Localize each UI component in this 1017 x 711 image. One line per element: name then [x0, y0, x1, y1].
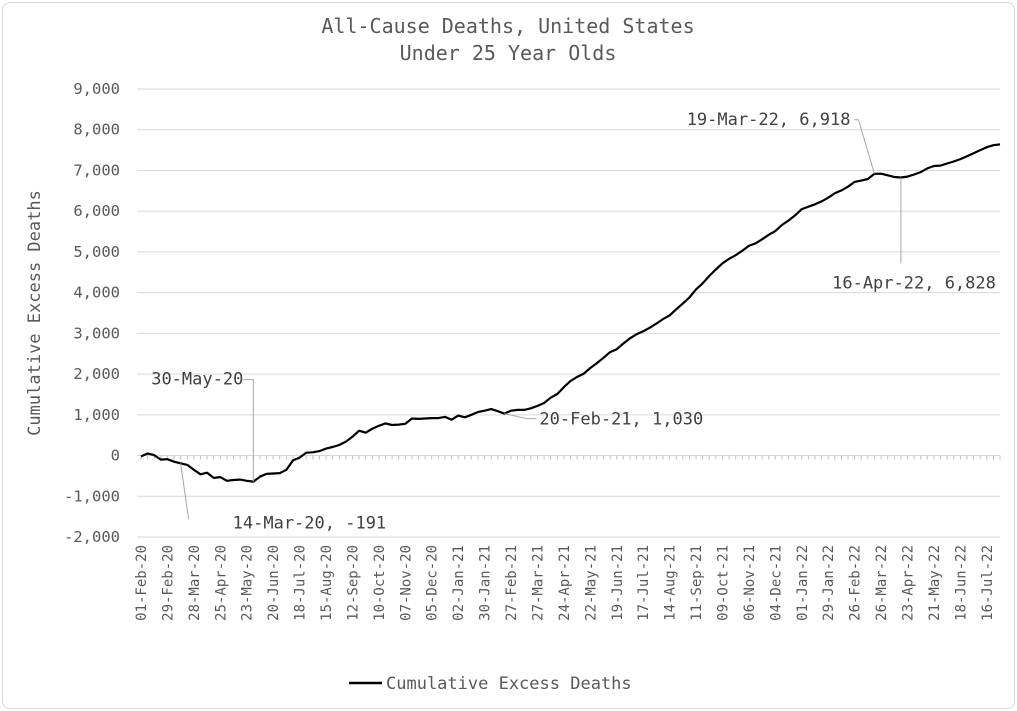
annotation-label: 20-Feb-21, 1,030	[539, 410, 703, 430]
gridlines	[137, 88, 1000, 538]
y-tick-label: 6,000	[73, 202, 120, 220]
y-tick-label: 4,000	[73, 284, 120, 302]
y-tick-label: -2,000	[64, 528, 120, 546]
x-tick-label: 19-Jun-21	[610, 545, 626, 621]
chart-title: All-Cause Deaths, United States	[321, 14, 694, 38]
x-tick-label: 06-Nov-21	[742, 545, 758, 621]
y-tick-label: 5,000	[73, 243, 120, 261]
chart-subtitle: Under 25 Year Olds	[400, 41, 617, 65]
y-tick-label: 1,000	[73, 406, 120, 424]
y-tick-label: 3,000	[73, 324, 120, 342]
y-tick-label: -1,000	[64, 487, 120, 505]
x-tick-label: 01-Feb-20	[134, 545, 150, 621]
legend-label: Cumulative Excess Deaths	[386, 674, 632, 694]
annotation-label: 30-May-20	[151, 370, 243, 390]
annotation-leader	[180, 463, 190, 520]
y-tick-label: 0	[111, 447, 120, 465]
x-tick-label: 14-Aug-21	[663, 545, 679, 621]
series-line-cumulative-excess-deaths	[140, 143, 1001, 483]
x-axis-ticks: 01-Feb-20 29-Feb-20 28-Mar-20 25-Apr-20 23-M…	[134, 455, 1001, 621]
y-tick-label: 8,000	[73, 121, 120, 139]
x-tick-label: 23-May-20	[240, 545, 256, 621]
x-tick-label: 12-Sep-20	[345, 545, 361, 621]
x-tick-label: 24-Apr-21	[557, 545, 573, 621]
x-tick-label: 23-Apr-22	[900, 545, 916, 621]
annotations-layer: 14-Mar-20, -191 30-May-20 20-Feb-21, 1,030…	[151, 110, 996, 534]
annotation-label: 14-Mar-20, -191	[233, 513, 387, 533]
x-tick-label: 25-Apr-20	[213, 545, 229, 621]
x-tick-label: 02-Jan-21	[451, 545, 467, 621]
x-tick-label: 05-Dec-20	[425, 545, 441, 621]
y-axis-ticks: -2,000 -1,000 0 1,000 2,000 3,000 4,000 5,000 6,…	[64, 80, 120, 546]
annotation-label: 16-Apr-22, 6,828	[832, 273, 996, 293]
series-layer	[140, 143, 1001, 483]
annotation-leader	[854, 119, 875, 174]
x-tick-label: 26-Feb-22	[848, 545, 864, 621]
x-tick-label: 20-Jun-20	[266, 545, 282, 621]
x-tick-label: 29-Jan-22	[821, 545, 837, 621]
x-tick-label: 17-Jul-21	[636, 545, 652, 621]
y-tick-label: 7,000	[73, 161, 120, 179]
x-tick-label: 18-Jun-22	[953, 545, 969, 621]
x-tick-label: 26-Mar-22	[874, 545, 890, 621]
x-tick-label: 16-Jul-22	[980, 545, 996, 621]
x-tick-label: 27-Feb-21	[504, 545, 520, 621]
x-tick-label: 22-May-21	[583, 545, 599, 621]
annotation-leader	[504, 413, 537, 420]
x-tick-label: 27-Mar-21	[530, 545, 546, 621]
x-tick-label: 01-Jan-22	[795, 545, 811, 621]
x-tick-label: 11-Sep-21	[689, 545, 705, 621]
legend: Cumulative Excess Deaths	[349, 674, 632, 694]
x-tick-label: 09-Oct-21	[715, 545, 731, 621]
x-tick-label: 04-Dec-21	[768, 545, 784, 621]
annotation-label: 19-Mar-22, 6,918	[687, 110, 851, 130]
x-tick-label: 10-Oct-20	[372, 545, 388, 621]
x-tick-label: 07-Nov-20	[398, 545, 414, 621]
x-tick-label: 29-Feb-20	[160, 545, 176, 621]
annotation-leader	[243, 379, 254, 482]
x-tick-label: 28-Mar-20	[187, 545, 203, 621]
y-tick-label: 9,000	[73, 80, 120, 98]
y-tick-label: 2,000	[73, 365, 120, 383]
x-tick-label: 15-Aug-20	[319, 545, 335, 621]
x-tick-label: 18-Jul-20	[293, 545, 309, 621]
x-tick-label: 30-Jan-21	[478, 545, 494, 621]
x-tick-label: 21-May-22	[927, 545, 943, 621]
y-axis-title: Cumulative Excess Deaths	[25, 190, 45, 436]
